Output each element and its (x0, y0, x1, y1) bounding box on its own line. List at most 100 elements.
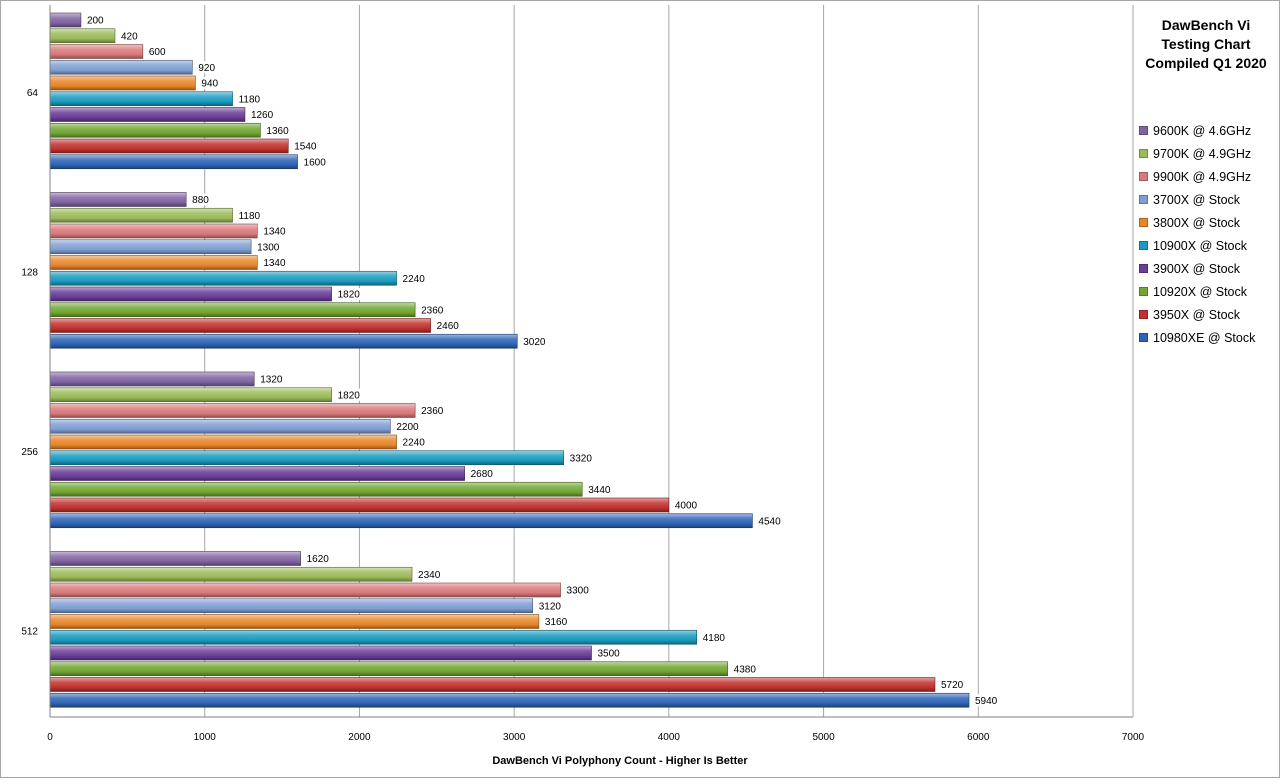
legend-label: 10980XE @ Stock (1153, 330, 1256, 345)
data-label: 3300 (567, 586, 590, 597)
data-label-box (333, 388, 366, 401)
legend: DawBench Vi Testing Chart Compiled Q1 20… (1138, 16, 1274, 349)
legend-item: 10900X @ Stock (1139, 234, 1274, 257)
bar (49, 497, 670, 513)
bar (49, 12, 82, 28)
data-label: 4540 (758, 516, 781, 527)
bar (49, 450, 564, 466)
x-tick-label: 7000 (1122, 732, 1145, 743)
bar (49, 154, 298, 170)
bar (49, 387, 332, 403)
data-label-box (116, 29, 143, 42)
bar (49, 513, 753, 529)
chart-title-line-2: Testing Chart (1161, 36, 1251, 52)
legend-swatch (1139, 310, 1148, 319)
legend-item: 10920X @ Stock (1139, 280, 1274, 303)
data-label-box (299, 155, 332, 168)
data-label-box (256, 373, 289, 385)
x-tick-label: 5000 (812, 732, 835, 743)
data-label: 600 (149, 47, 166, 58)
legend-item: 3900X @ Stock (1139, 257, 1274, 280)
data-label: 920 (198, 63, 215, 74)
legend-swatch (1139, 149, 1148, 158)
bar (49, 223, 258, 239)
x-tick-label: 4000 (658, 732, 681, 743)
data-label: 1600 (304, 157, 327, 168)
data-label-box (234, 209, 267, 222)
category-tick-label: 128 (21, 267, 38, 278)
legend-label: 3800X @ Stock (1153, 215, 1241, 230)
legend-item: 9600K @ 4.6GHz (1139, 119, 1274, 142)
bar (49, 286, 332, 302)
data-label: 1260 (251, 110, 274, 121)
legend-label: 9700K @ 4.9GHz (1153, 146, 1252, 161)
bar (49, 255, 258, 270)
data-label: 2240 (403, 274, 426, 285)
data-label-box (253, 240, 286, 253)
bar (49, 75, 196, 91)
legend-item: 3800X @ Stock (1139, 211, 1274, 234)
data-label-box (414, 568, 447, 581)
legend-swatch (1139, 241, 1148, 250)
data-label: 1300 (257, 242, 280, 253)
bar (49, 59, 193, 75)
bar (49, 122, 261, 138)
data-label-box (971, 694, 1004, 707)
bar (49, 551, 301, 566)
legend-label: 3950X @ Stock (1153, 307, 1241, 322)
data-label-box (698, 631, 731, 644)
legend-label: 9600K @ 4.6GHz (1153, 123, 1252, 138)
legend-items: 9600K @ 4.6GHz 9700K @ 4.9GHz 9900K @ 4.9G… (1138, 119, 1274, 349)
data-label: 1540 (294, 142, 317, 153)
data-label: 3020 (523, 337, 546, 348)
category-tick-label: 256 (21, 447, 38, 458)
data-label: 5720 (941, 680, 964, 691)
data-label: 1320 (260, 375, 283, 386)
data-label: 880 (192, 195, 209, 206)
bar (49, 28, 116, 44)
data-label: 5940 (975, 696, 998, 707)
bar (49, 677, 936, 692)
data-label-box (540, 615, 573, 628)
legend-swatch (1139, 287, 1148, 296)
data-label-box (398, 272, 431, 285)
data-label-box (398, 436, 431, 448)
data-label-box (262, 124, 295, 137)
chart-title-line-3: Compiled Q1 2020 (1145, 55, 1267, 71)
data-label: 1340 (263, 227, 286, 238)
legend-label: 10900X @ Stock (1153, 238, 1247, 253)
data-label-box (246, 108, 279, 121)
legend-label: 3700X @ Stock (1153, 192, 1241, 207)
data-label: 2240 (403, 438, 426, 449)
data-label-box (534, 599, 567, 612)
bar (49, 645, 592, 661)
data-label-box (936, 678, 969, 691)
data-label: 2680 (471, 469, 494, 480)
legend-item: 3950X @ Stock (1139, 303, 1274, 326)
bar (49, 333, 518, 349)
data-label-box (234, 92, 267, 105)
data-label: 2460 (437, 321, 460, 332)
data-label-box (670, 499, 703, 511)
legend-swatch (1139, 126, 1148, 135)
data-label: 3320 (570, 453, 593, 464)
data-label-box (194, 61, 221, 74)
data-label-box (82, 14, 109, 26)
x-axis-label: DawBench Vi Polyphony Count - Higher Is … (492, 755, 748, 767)
legend-label: 3900X @ Stock (1153, 261, 1241, 276)
data-label-box (197, 77, 224, 89)
bar (49, 629, 698, 645)
data-label: 420 (121, 31, 138, 42)
legend-swatch (1139, 172, 1148, 181)
category-tick-label: 512 (21, 626, 38, 637)
data-label-box (417, 303, 450, 316)
data-label-box (754, 514, 787, 527)
data-label-box (584, 483, 617, 496)
bar (49, 566, 413, 582)
data-label: 1820 (338, 390, 361, 401)
legend-label: 9900K @ 4.9GHz (1153, 169, 1252, 184)
data-label-box (259, 256, 292, 269)
data-label-box (729, 662, 762, 675)
